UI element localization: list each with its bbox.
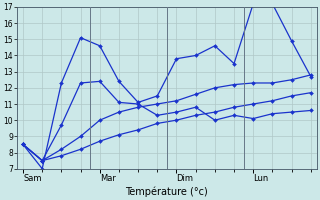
X-axis label: Température (°c): Température (°c): [125, 186, 208, 197]
